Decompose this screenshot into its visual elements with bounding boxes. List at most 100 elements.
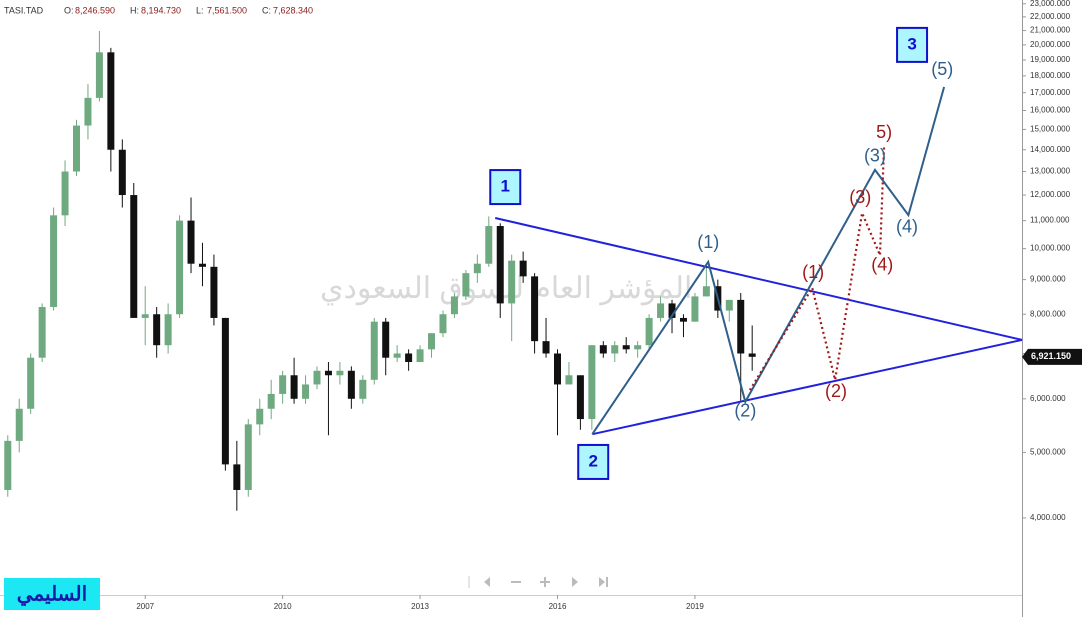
price-tag	[1022, 348, 1082, 365]
candle-body	[279, 375, 287, 394]
y-tick-label: 16,000.000	[1030, 106, 1071, 115]
candle-body	[73, 125, 81, 172]
x-tick-label: 2010	[274, 602, 292, 611]
y-tick-label: 18,000.000	[1030, 71, 1071, 80]
candle-body	[725, 299, 733, 311]
wave-label: (3)	[864, 146, 886, 166]
wave-box-label: 3	[907, 34, 916, 53]
watermark: المؤشر العام للسوق السعودي	[320, 272, 692, 306]
candle-body	[27, 357, 35, 409]
candle-body	[565, 375, 573, 385]
candle-body	[405, 353, 413, 363]
header-label: L:	[196, 5, 204, 15]
x-tick-label: 2016	[549, 602, 567, 611]
candle-body	[748, 353, 756, 357]
candle-body	[4, 440, 12, 490]
y-tick-label: 4,000.000	[1030, 513, 1066, 522]
candle-body	[221, 317, 229, 465]
y-tick-label: 9,000.000	[1030, 275, 1066, 284]
wave-box-label: 1	[501, 177, 510, 196]
candle-body	[485, 226, 493, 264]
candle-body	[622, 345, 630, 350]
candle-body	[210, 266, 218, 318]
candle-body	[130, 195, 138, 318]
candle-body	[61, 171, 69, 216]
candle-body	[176, 220, 184, 315]
nav-next	[572, 577, 578, 587]
y-tick-label: 10,000.000	[1030, 244, 1071, 253]
candle-body	[382, 321, 390, 358]
candle-body	[187, 220, 195, 264]
candle-body	[370, 321, 378, 380]
candle-body	[462, 273, 470, 297]
candle-body	[611, 345, 619, 354]
candle-body	[428, 333, 436, 350]
wave-label: (4)	[896, 217, 918, 237]
x-tick-label: 2019	[686, 602, 704, 611]
candle-body	[347, 370, 355, 399]
candle-body	[588, 345, 596, 420]
candle-body	[542, 341, 550, 354]
y-tick-label: 20,000.000	[1030, 40, 1071, 49]
header-value: 8,246.590	[75, 5, 115, 15]
wave-label: (5)	[931, 59, 953, 79]
candle-body	[164, 314, 172, 346]
candle-body	[336, 370, 344, 376]
y-tick-label: 19,000.000	[1030, 55, 1071, 64]
candle-body	[679, 317, 687, 322]
y-tick-label: 17,000.000	[1030, 88, 1071, 97]
y-tick-label: 8,000.000	[1030, 309, 1066, 318]
x-tick-label: 2013	[411, 602, 429, 611]
candle-body	[450, 296, 458, 315]
candle-body	[256, 408, 264, 425]
candle-body	[153, 314, 161, 346]
candle-body	[313, 370, 321, 385]
author: السليمي	[17, 583, 87, 606]
wave-label: (4)	[871, 255, 893, 275]
header-value: 7,561.500	[207, 5, 247, 15]
price-tag-label: 6,921.150	[1031, 351, 1071, 361]
candle-body	[634, 345, 642, 350]
nav-zoom-out	[511, 581, 521, 583]
candle-body	[15, 408, 23, 441]
y-tick-label: 6,000.000	[1030, 394, 1066, 403]
candle-body	[141, 314, 149, 318]
header-label: C:	[262, 5, 271, 15]
candle-body	[267, 393, 275, 409]
nav-zoom-in-v	[544, 577, 546, 587]
candle-body	[553, 353, 561, 385]
y-tick-label: 14,000.000	[1030, 145, 1071, 154]
candle-body	[519, 260, 527, 277]
y-tick-label: 13,000.000	[1030, 167, 1071, 176]
candle-body	[531, 276, 539, 342]
y-tick-label: 11,000.000	[1030, 216, 1070, 225]
candle-body	[244, 424, 252, 490]
symbol: TASI.TAD	[4, 5, 44, 15]
candle-body	[38, 306, 46, 358]
candle-body	[657, 303, 665, 318]
candle-body	[95, 52, 103, 98]
candle-body	[107, 52, 115, 150]
wave-line	[591, 86, 946, 435]
wave-line	[494, 217, 1023, 341]
y-tick-label: 12,000.000	[1030, 190, 1071, 199]
header-value: 7,628.340	[273, 5, 313, 15]
candle-body	[473, 263, 481, 274]
y-tick-label: 21,000.000	[1030, 26, 1071, 35]
candle-body	[691, 296, 699, 322]
wave-line	[592, 338, 1023, 436]
y-tick-label: 15,000.000	[1030, 125, 1071, 134]
author-badge	[4, 578, 100, 610]
wave-label: (1)	[802, 262, 824, 282]
candle-body	[84, 97, 92, 126]
header: TASI.TAD O: 8,246.590 H: 8,194.730 L: 7,561.50…	[4, 5, 313, 15]
header-label: H:	[130, 5, 139, 15]
header-label: O:	[64, 5, 74, 15]
candle-body	[302, 384, 310, 399]
candle-body	[290, 375, 298, 399]
wave-box-label: 2	[588, 451, 597, 470]
candle-body	[702, 286, 710, 297]
y-tick-label: 22,000.000	[1030, 12, 1071, 21]
